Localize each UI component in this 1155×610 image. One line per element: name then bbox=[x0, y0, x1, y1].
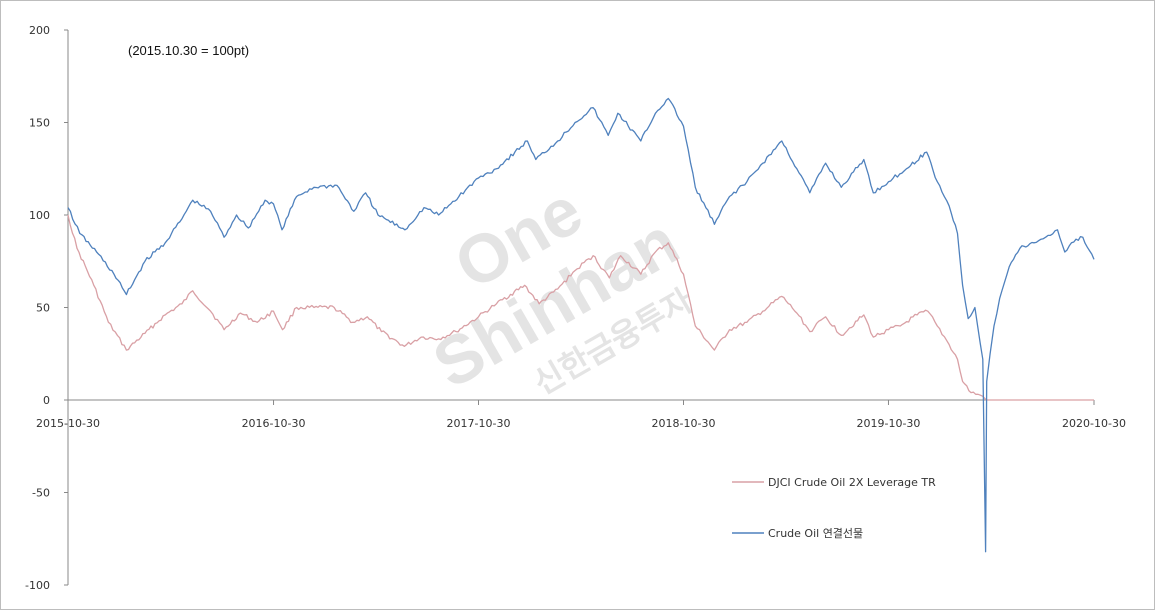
x-tick-label: 2018-10-30 bbox=[652, 417, 716, 430]
watermark: One Shinhan 신한금융투자 bbox=[421, 172, 699, 403]
y-tick-label: 100 bbox=[29, 209, 50, 222]
y-tick-label: 50 bbox=[36, 302, 50, 315]
y-tick-label: 0 bbox=[43, 394, 50, 407]
y-tick-label: 150 bbox=[29, 117, 50, 130]
x-tick-label: 2016-10-30 bbox=[242, 417, 306, 430]
y-axis: 200 150 100 50 0 -50 -100 bbox=[25, 24, 69, 592]
series-layer bbox=[67, 97, 1095, 553]
series-line-2 bbox=[67, 97, 1095, 553]
base-annotation: (2015.10.30 = 100pt) bbox=[128, 43, 249, 58]
x-tick-label: 2015-10-30 bbox=[36, 417, 100, 430]
legend-label-1: DJCI Crude Oil 2X Leverage TR bbox=[768, 476, 936, 489]
y-tick-label: -50 bbox=[32, 487, 50, 500]
y-tick-label: 200 bbox=[29, 24, 50, 37]
x-tick-label: 2020-10-30 bbox=[1062, 417, 1126, 430]
x-tick-label: 2019-10-30 bbox=[856, 417, 920, 430]
legend: DJCI Crude Oil 2X Leverage TR Crude Oil 연… bbox=[732, 476, 936, 540]
y-tick-label: -100 bbox=[25, 579, 50, 592]
x-tick-label: 2017-10-30 bbox=[447, 417, 511, 430]
x-axis: 2015-10-30 2016-10-30 2017-10-30 2018-10-30… bbox=[36, 399, 1126, 430]
legend-label-2: Crude Oil 연결선물 bbox=[768, 527, 863, 540]
series-line-1 bbox=[67, 214, 1094, 401]
